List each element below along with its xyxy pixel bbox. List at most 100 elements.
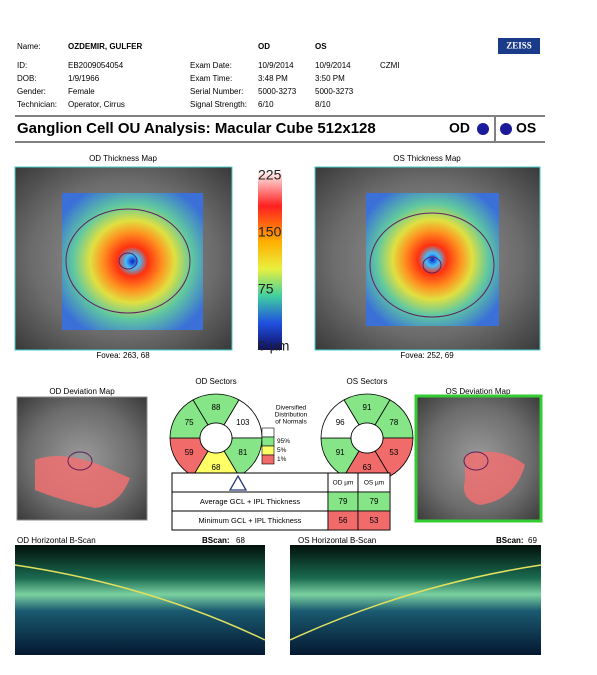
sector-value: 96 bbox=[336, 418, 345, 427]
eye-heading: OD bbox=[258, 42, 270, 51]
sector-value: 81 bbox=[238, 448, 247, 457]
value: 3:48 PM bbox=[258, 74, 288, 83]
row-label: Average GCL + IPL Thickness bbox=[200, 497, 301, 506]
value: EB2009054054 bbox=[68, 61, 124, 70]
sector-center bbox=[350, 422, 384, 454]
label: Technician: bbox=[17, 100, 57, 109]
bscan-label: BScan: bbox=[496, 536, 524, 545]
sector-center bbox=[199, 422, 233, 454]
label: Signal Strength: bbox=[190, 100, 247, 109]
bscan-title: OS Horizontal B-Scan bbox=[298, 536, 376, 545]
value: 8/10 bbox=[315, 100, 331, 109]
value: 5000-3273 bbox=[315, 87, 354, 96]
sector-value: 91 bbox=[363, 403, 372, 412]
fovea: Fovea: 252, 69 bbox=[400, 351, 454, 360]
logo bbox=[498, 38, 540, 54]
sector-value: 63 bbox=[363, 463, 372, 472]
sectors: 88 103 81 68 59 75 91 78 53 63 91 96 bbox=[169, 393, 414, 483]
os-deviation bbox=[464, 451, 525, 505]
table-header: OD µm bbox=[333, 480, 354, 487]
sectors-title: OD Sectors bbox=[195, 377, 236, 386]
label: DOB: bbox=[17, 74, 37, 83]
od-heatmap bbox=[62, 193, 203, 330]
cell-value: 56 bbox=[339, 516, 348, 525]
value: 10/9/2014 bbox=[315, 61, 351, 70]
map-title: OD Deviation Map bbox=[49, 387, 115, 396]
warning-icon bbox=[228, 474, 248, 491]
os-bscan bbox=[290, 545, 541, 655]
thickness-table: OD µm OS µm Average GCL + IPL Thickness 79 7… bbox=[171, 472, 391, 531]
map-title: OD Thickness Map bbox=[89, 154, 157, 163]
bscan-value: 69 bbox=[528, 536, 537, 545]
sector-value: 91 bbox=[336, 448, 345, 457]
bscan-title: OD Horizontal B-Scan bbox=[17, 536, 96, 545]
od-dot bbox=[477, 123, 489, 135]
value: 6/10 bbox=[258, 100, 274, 109]
sector-value: 68 bbox=[212, 463, 221, 472]
os-ellipse bbox=[422, 256, 442, 274]
legend-label: 5% bbox=[277, 447, 287, 454]
legend-swatch bbox=[261, 454, 275, 465]
legend-label: 1% bbox=[277, 456, 287, 463]
legend-label: 95% bbox=[277, 438, 290, 445]
bscan-label: BScan: bbox=[202, 536, 230, 545]
value: Female bbox=[68, 87, 95, 96]
sector-value: 75 bbox=[185, 418, 194, 427]
od-layer bbox=[14, 564, 266, 641]
sectors-title: OS Sectors bbox=[347, 377, 388, 386]
value: 10/9/2014 bbox=[258, 61, 294, 70]
os-dot bbox=[500, 123, 512, 135]
value: 5000-3273 bbox=[258, 87, 297, 96]
sector-value: 59 bbox=[185, 448, 194, 457]
scale-label: 225 bbox=[258, 167, 282, 183]
label: Serial Number: bbox=[190, 87, 243, 96]
bscan-value: 68 bbox=[236, 536, 245, 545]
legend-title: Diversified bbox=[276, 405, 307, 412]
value: OZDEMIR, GULFER bbox=[68, 42, 142, 51]
table-header: OS µm bbox=[364, 480, 384, 487]
label: ID: bbox=[17, 61, 27, 70]
scale-label: 150 bbox=[258, 224, 282, 240]
legend-swatch bbox=[261, 445, 275, 456]
od-deviation bbox=[35, 456, 130, 508]
od-fovea-ring bbox=[67, 451, 93, 471]
od-ellipse bbox=[65, 208, 191, 314]
os-heatmap bbox=[366, 193, 499, 326]
label: Gender: bbox=[17, 87, 46, 96]
cell-value: 53 bbox=[370, 516, 379, 525]
value: Operator, Cirrus bbox=[68, 100, 125, 109]
scale-label: 0 µm bbox=[258, 338, 289, 354]
os-ellipse bbox=[369, 212, 495, 318]
os-layer bbox=[289, 564, 542, 641]
sector-value: 53 bbox=[389, 448, 398, 457]
sector-value: 78 bbox=[389, 418, 398, 427]
color-scale bbox=[258, 170, 282, 350]
legend-title: of Normals bbox=[275, 419, 307, 426]
od-bscan bbox=[15, 545, 265, 655]
value: 1/9/1966 bbox=[68, 74, 100, 83]
eye-heading: OS bbox=[315, 42, 327, 51]
header: Name: OZDEMIR, GULFER OD OS ZEISS ID: EB… bbox=[17, 38, 540, 109]
legend-swatch bbox=[261, 436, 275, 447]
row-label: Minimum GCL + IPL Thickness bbox=[199, 516, 302, 525]
cell-value: 79 bbox=[339, 497, 348, 506]
report-title: Ganglion Cell OU Analysis: Macular Cube … bbox=[17, 120, 376, 137]
site: CZMI bbox=[380, 61, 400, 70]
legend-swatch bbox=[261, 427, 275, 438]
sector-value: 88 bbox=[212, 403, 221, 412]
scale-label: 75 bbox=[258, 281, 274, 297]
od-title: OD bbox=[449, 120, 470, 136]
sector-value: 103 bbox=[236, 418, 250, 427]
cell bbox=[357, 510, 391, 531]
os-title: OS bbox=[516, 120, 536, 136]
map-title: OS Thickness Map bbox=[393, 154, 461, 163]
logo-text: ZEISS bbox=[506, 41, 532, 51]
legend-title: Distribution bbox=[275, 412, 308, 419]
label: Exam Time: bbox=[190, 74, 232, 83]
value: 3:50 PM bbox=[315, 74, 345, 83]
os-fovea-ring bbox=[463, 451, 489, 471]
cell-value: 79 bbox=[370, 497, 379, 506]
od-ellipse bbox=[118, 252, 138, 270]
map-title: OS Deviation Map bbox=[446, 387, 511, 396]
